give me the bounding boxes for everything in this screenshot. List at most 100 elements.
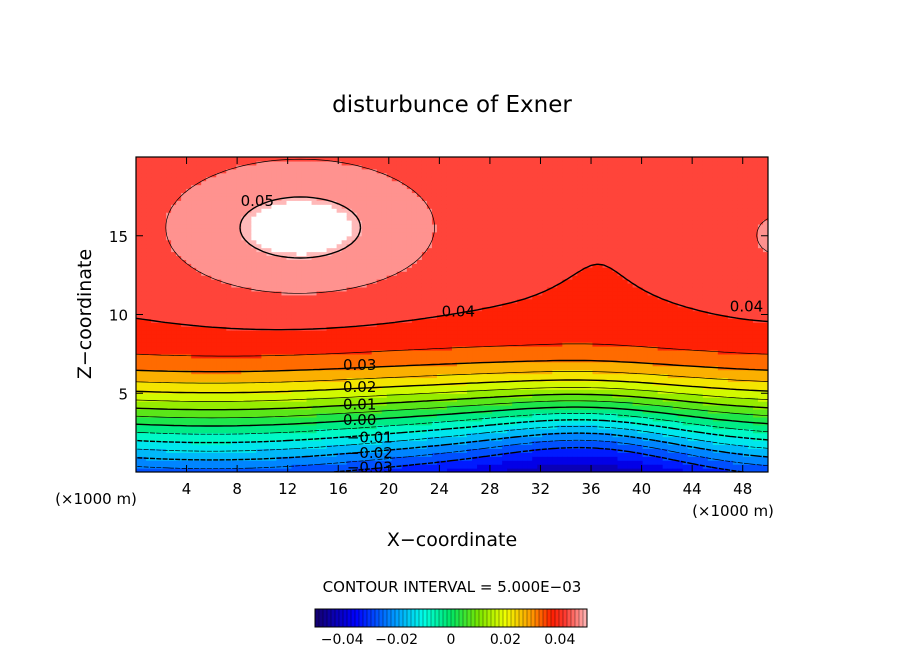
field-cell	[166, 302, 172, 308]
field-cell	[326, 231, 333, 237]
field-cell	[386, 444, 393, 449]
field-cell	[151, 286, 157, 292]
field-cell	[331, 231, 338, 237]
field-cell	[186, 365, 192, 371]
field-cell	[321, 231, 328, 237]
field-cell	[426, 275, 433, 280]
field-cell	[231, 420, 237, 426]
field-cell	[241, 192, 247, 197]
field-cell	[166, 432, 172, 438]
field-cell	[211, 432, 217, 438]
field-cell	[351, 235, 358, 241]
field-cell	[331, 468, 338, 472]
field-cell	[321, 440, 328, 446]
field-cell	[351, 460, 358, 465]
field-cell	[221, 243, 227, 249]
field-cell	[206, 444, 212, 449]
field-cell	[246, 452, 252, 457]
field-cell	[441, 302, 448, 308]
field-cell	[271, 200, 278, 205]
field-cell	[201, 196, 207, 201]
field-cell	[216, 290, 222, 296]
field-cell	[441, 385, 448, 390]
field-cell	[196, 464, 202, 469]
field-cell	[441, 310, 448, 316]
field-cell	[276, 188, 283, 194]
field-cell	[401, 247, 408, 253]
field-cell	[316, 412, 323, 418]
field-cell	[406, 220, 413, 225]
field-cell	[136, 416, 142, 422]
field-cell	[251, 243, 257, 249]
field-cell	[371, 353, 378, 359]
field-cell	[251, 357, 257, 363]
field-cell	[386, 239, 393, 245]
field-cell	[436, 389, 443, 394]
field-cell	[321, 346, 328, 351]
field-cell	[371, 164, 378, 170]
field-cell	[426, 192, 433, 197]
field-cell	[366, 468, 373, 472]
field-cell	[446, 456, 453, 461]
field-cell	[436, 176, 443, 182]
field-cell	[376, 231, 383, 237]
field-cell	[411, 468, 418, 472]
field-cell	[441, 373, 448, 379]
field-cell	[316, 377, 323, 383]
field-cell	[411, 401, 418, 406]
field-cell	[196, 192, 202, 197]
field-cell	[266, 204, 273, 209]
field-cell	[401, 220, 408, 225]
field-cell	[176, 444, 182, 449]
field-cell	[346, 223, 353, 229]
field-cell	[386, 164, 393, 170]
field-cell	[156, 168, 162, 174]
field-cell	[196, 436, 202, 442]
field-cell	[166, 200, 172, 205]
field-cell	[371, 176, 378, 182]
field-cell	[216, 235, 222, 241]
field-cell	[141, 212, 147, 217]
field-cell	[361, 424, 368, 430]
field-cell	[371, 235, 378, 241]
field-cell	[176, 160, 182, 166]
field-cell	[146, 381, 152, 386]
field-cell	[271, 460, 278, 465]
field-cell	[291, 322, 298, 327]
field-cell	[136, 271, 142, 276]
field-cell	[386, 208, 393, 213]
field-cell	[321, 330, 328, 335]
field-cell	[256, 409, 262, 414]
field-cell	[246, 361, 252, 367]
field-cell	[411, 223, 418, 229]
field-cell	[236, 357, 242, 363]
field-cell	[151, 247, 157, 253]
field-cell	[391, 255, 398, 260]
field-cell	[271, 168, 278, 174]
field-cell	[236, 416, 242, 422]
field-cell	[266, 294, 273, 300]
field-cell	[256, 365, 262, 371]
field-cell	[351, 208, 358, 213]
field-cell	[236, 464, 242, 469]
field-cell	[196, 346, 202, 351]
field-cell	[221, 192, 227, 197]
field-cell	[166, 365, 172, 371]
field-cell	[386, 334, 393, 339]
field-cell	[176, 290, 182, 296]
field-cell	[146, 267, 152, 272]
field-cell	[396, 377, 403, 383]
field-cell	[216, 275, 222, 280]
field-cell	[306, 318, 313, 323]
field-cell	[416, 200, 423, 205]
field-cell	[321, 420, 328, 426]
field-cell	[166, 322, 172, 327]
field-cell	[351, 353, 358, 359]
field-cell	[441, 306, 448, 312]
field-cell	[201, 342, 207, 347]
field-cell	[176, 172, 182, 178]
field-cell	[196, 223, 202, 229]
field-cell	[396, 306, 403, 312]
field-cell	[271, 349, 278, 355]
field-cell	[211, 377, 217, 383]
